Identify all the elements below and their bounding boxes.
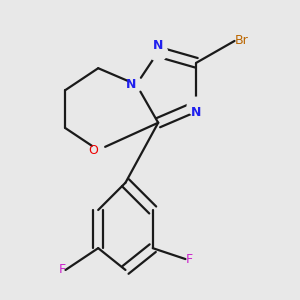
Text: O: O — [88, 143, 98, 157]
Text: F: F — [58, 263, 65, 277]
Text: N: N — [126, 78, 136, 91]
Circle shape — [187, 97, 206, 116]
Text: F: F — [185, 253, 193, 266]
Text: N: N — [191, 106, 202, 119]
Text: N: N — [153, 39, 164, 52]
Circle shape — [149, 43, 167, 61]
Text: Br: Br — [235, 34, 248, 47]
